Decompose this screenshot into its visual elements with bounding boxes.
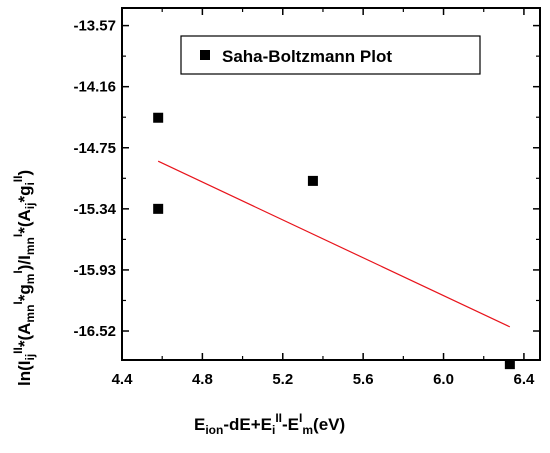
y-tick-label: -15.34 [73, 201, 116, 218]
legend-box [180, 35, 481, 75]
x-tick-label: 4.4 [112, 371, 134, 388]
y-tick-label: -15.93 [73, 262, 116, 279]
legend-label: Saha-Boltzmann Plot [222, 47, 392, 66]
x-tick-label: 4.8 [192, 371, 213, 388]
y-tick-label: -14.75 [73, 140, 116, 157]
plot-frame [121, 7, 541, 361]
y-axis-title: ln(IijII*(AmnI*gmI)/ImnI*(Aij*giII) [11, 170, 37, 386]
data-point [153, 112, 164, 123]
data-point [504, 359, 515, 370]
data-point [307, 175, 318, 186]
data-points [153, 112, 515, 370]
y-tick-label: -16.52 [73, 323, 116, 340]
legend-marker [200, 50, 210, 60]
x-axis-title: Eion-dE+EiII-EIm(eV) [194, 411, 345, 437]
x-tick-label: 6.4 [513, 371, 535, 388]
x-axis-ticks: 4.4 4.8 5.2 5.6 6.0 6.4 [112, 8, 535, 388]
data-point [153, 203, 164, 214]
fit-line [157, 160, 511, 328]
y-tick-label: -14.16 [73, 79, 116, 96]
y-axis-ticks: -13.57 -14.16 -14.75 -15.34 -15.93 -16.52 [73, 18, 540, 340]
x-tick-label: 6.0 [433, 371, 454, 388]
x-tick-label: 5.2 [272, 371, 293, 388]
y-tick-label: -13.57 [73, 18, 116, 35]
x-tick-label: 5.6 [353, 371, 374, 388]
